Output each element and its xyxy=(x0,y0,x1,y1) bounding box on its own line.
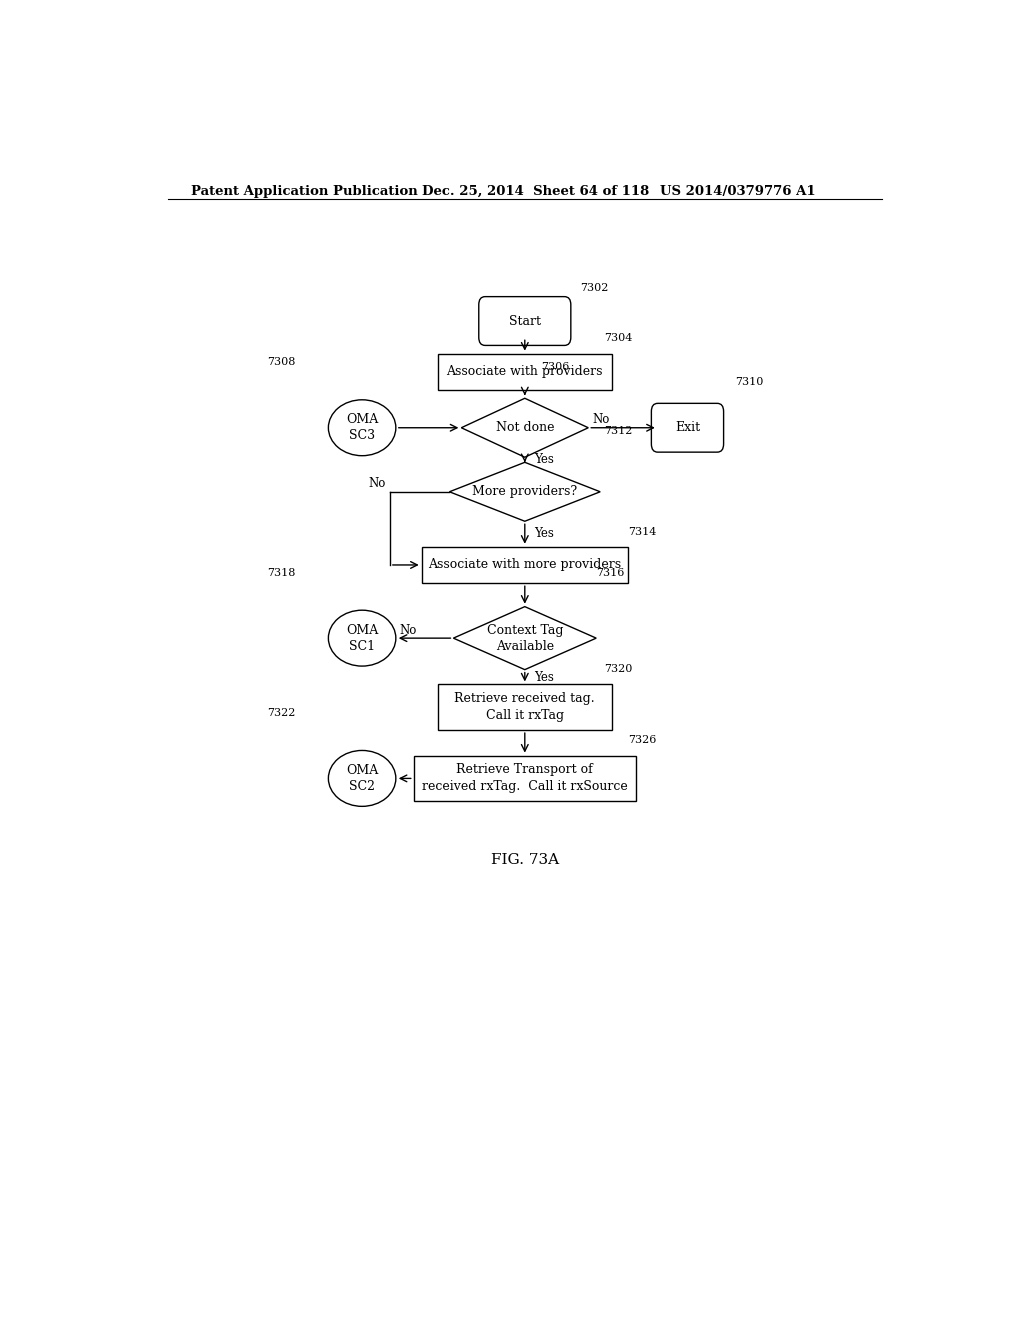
Ellipse shape xyxy=(329,400,396,455)
Text: Yes: Yes xyxy=(535,453,554,466)
Text: Context Tag
Available: Context Tag Available xyxy=(486,623,563,652)
Text: Retrieve Transport of
received rxTag.  Call it rxSource: Retrieve Transport of received rxTag. Ca… xyxy=(422,763,628,793)
Text: US 2014/0379776 A1: US 2014/0379776 A1 xyxy=(659,185,815,198)
FancyBboxPatch shape xyxy=(651,404,724,453)
Text: FIG. 73A: FIG. 73A xyxy=(490,853,559,867)
Bar xyxy=(437,354,612,391)
Polygon shape xyxy=(454,607,596,669)
Text: Retrieve received tag.
Call it rxTag: Retrieve received tag. Call it rxTag xyxy=(455,692,595,722)
Text: OMA
SC2: OMA SC2 xyxy=(346,764,378,793)
Text: 7314: 7314 xyxy=(628,527,656,536)
Text: More providers?: More providers? xyxy=(472,486,578,498)
Text: No: No xyxy=(399,623,417,636)
Text: OMA
SC3: OMA SC3 xyxy=(346,413,378,442)
Text: Patent Application Publication: Patent Application Publication xyxy=(191,185,418,198)
Bar xyxy=(414,755,636,801)
Text: 7304: 7304 xyxy=(604,334,633,343)
Polygon shape xyxy=(461,399,588,457)
Text: 7322: 7322 xyxy=(267,708,295,718)
Text: Associate with more providers: Associate with more providers xyxy=(428,558,622,572)
Text: 7312: 7312 xyxy=(604,426,633,436)
Text: No: No xyxy=(369,477,386,490)
Ellipse shape xyxy=(329,751,396,807)
Text: 7306: 7306 xyxy=(541,362,569,372)
FancyBboxPatch shape xyxy=(479,297,570,346)
Text: OMA
SC1: OMA SC1 xyxy=(346,623,378,652)
Text: 7326: 7326 xyxy=(628,735,656,746)
Text: Associate with providers: Associate with providers xyxy=(446,366,603,379)
Bar xyxy=(422,546,628,583)
Text: Exit: Exit xyxy=(675,421,700,434)
Ellipse shape xyxy=(329,610,396,667)
Text: Yes: Yes xyxy=(535,528,554,540)
Text: 7310: 7310 xyxy=(735,378,764,387)
Text: Not done: Not done xyxy=(496,421,554,434)
Text: 7302: 7302 xyxy=(581,282,608,293)
Text: Dec. 25, 2014  Sheet 64 of 118: Dec. 25, 2014 Sheet 64 of 118 xyxy=(422,185,649,198)
Text: No: No xyxy=(592,413,609,426)
Text: 7316: 7316 xyxy=(596,568,625,578)
Text: Yes: Yes xyxy=(535,671,554,684)
Text: 7320: 7320 xyxy=(604,664,633,675)
Text: 7308: 7308 xyxy=(267,358,295,367)
Polygon shape xyxy=(450,462,600,521)
Bar xyxy=(437,684,612,730)
Text: 7318: 7318 xyxy=(267,568,295,578)
Text: Start: Start xyxy=(509,314,541,327)
